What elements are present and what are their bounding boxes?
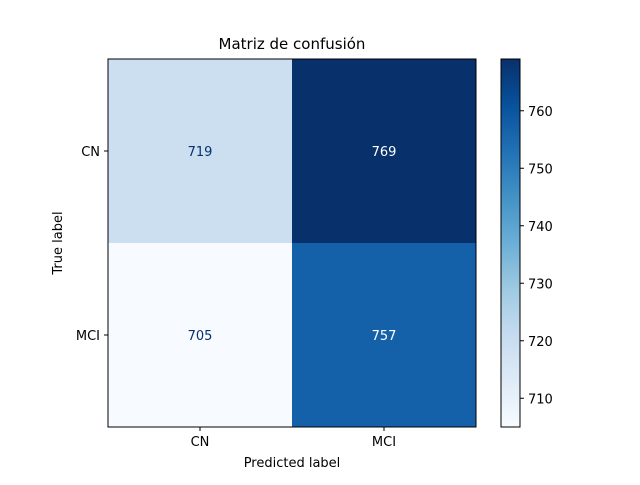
y-axis-label: True label (51, 211, 66, 275)
x-axis-label: Predicted label (244, 456, 341, 471)
chart-title: Matriz de confusión (219, 35, 366, 53)
y-tick-label: CN (81, 145, 100, 160)
x-tick-label: CN (191, 435, 210, 450)
heatmap-cell (292, 59, 476, 243)
plot-frame (107, 58, 477, 428)
heatmap-cell (108, 243, 292, 427)
cell-value-label: 705 (188, 329, 213, 344)
cell-value-label: 757 (372, 329, 397, 344)
colorbar-tick-label: 760 (528, 105, 553, 120)
colorbar (500, 58, 521, 428)
cell-value-label: 719 (188, 145, 213, 160)
colorbar-tick-label: 720 (528, 335, 553, 350)
colorbar-tick-label: 710 (528, 392, 553, 407)
heatmap-cells (108, 59, 476, 427)
colorbar-tick-label: 740 (528, 220, 553, 235)
x-axis-ticks: CN MCI (191, 427, 396, 450)
x-tick-label: MCI (372, 435, 396, 450)
y-axis-ticks: CN MCI (76, 145, 108, 344)
y-tick-label: MCI (76, 329, 100, 344)
colorbar-tick-label: 730 (528, 277, 553, 292)
cell-value-label: 769 (372, 145, 397, 160)
heatmap-cell (292, 243, 476, 427)
cell-labels: 719 769 705 757 (188, 145, 397, 344)
heatmap-cell (108, 59, 292, 243)
colorbar-ticks: 710 720 730 740 750 760 (520, 105, 553, 407)
colorbar-tick-label: 750 (528, 162, 553, 177)
